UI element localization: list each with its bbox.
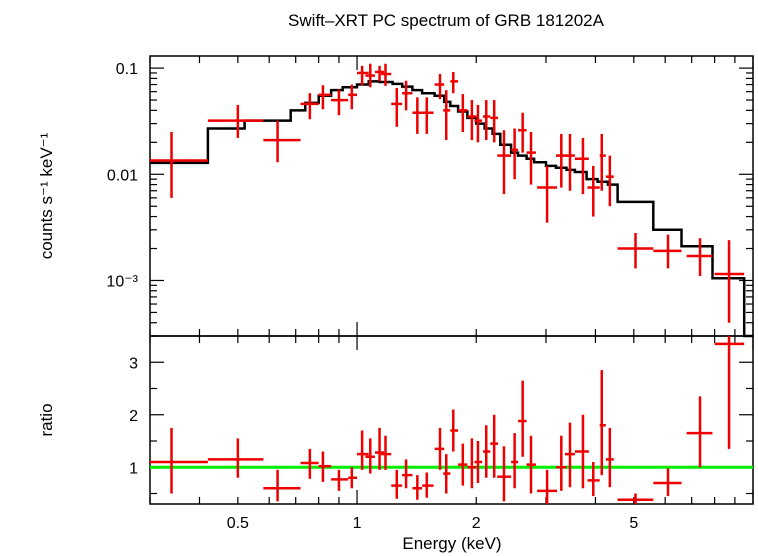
spectrum-y-tick-label: 0.1 <box>116 61 138 78</box>
spectrum-data-point <box>443 90 451 141</box>
ratio-data-point <box>374 427 385 470</box>
ratio-y-tick-label: 1 <box>129 460 138 477</box>
x-tick-label: 1 <box>353 515 362 532</box>
spectrum-data-point <box>374 65 385 82</box>
ratio-data-point <box>599 370 606 476</box>
spectrum-y-tick-label: 0.01 <box>107 167 138 184</box>
spectrum-data-point <box>686 238 713 277</box>
ratio-data-point <box>474 441 483 483</box>
chart-title: Swift–XRT PC spectrum of GRB 181202A <box>288 11 605 30</box>
ratio-data-point <box>263 469 301 502</box>
spectrum-data-point <box>482 100 491 141</box>
spectrum-y-axis-label: counts s⁻¹ keV⁻¹ <box>37 132 56 259</box>
ratio-data-point <box>458 443 468 486</box>
ratio-data-point <box>434 427 445 470</box>
ratio-data-point <box>714 336 745 449</box>
spectrum-data-point <box>391 87 403 127</box>
ratio-data-point <box>686 396 713 468</box>
spectrum-data-point <box>497 130 512 195</box>
spectrum-data-point <box>207 104 264 138</box>
spectrum-y-tick-label: 10⁻³ <box>106 273 138 290</box>
spectrum-data-point <box>150 132 208 198</box>
ratio-data-point <box>511 433 519 489</box>
ratio-data-point <box>348 467 358 489</box>
spectrum-data-point <box>365 63 375 88</box>
ratio-data-point <box>450 409 459 452</box>
x-tick-label: 5 <box>629 515 638 532</box>
ratio-data-point <box>207 438 264 478</box>
spectrum-data-point <box>450 71 459 94</box>
ratio-data-point <box>391 469 403 499</box>
ratio-data-point <box>605 427 614 488</box>
ratio-data-point <box>331 469 349 491</box>
spectrum-data-point <box>357 65 369 86</box>
ratio-data-point <box>518 380 527 457</box>
ratio-data-point <box>537 469 558 504</box>
spectrum-data-point <box>605 155 614 207</box>
spectrum-data-point <box>263 120 301 163</box>
spectrum-data-point <box>331 89 349 116</box>
ratio-data-point <box>587 462 600 497</box>
spectrum-data-point <box>412 97 423 134</box>
ratio-data-point <box>653 468 682 497</box>
ratio-data-point <box>422 472 434 498</box>
spectrum-data-point <box>348 84 358 110</box>
spectrum-panel: 0.1 0.01 10⁻³ counts s⁻¹ keV⁻¹ <box>37 55 754 338</box>
spectrum-data-point <box>587 165 600 217</box>
spectrum-data-point <box>422 97 434 134</box>
spectrum-data-point <box>490 100 499 143</box>
ratio-data-point <box>365 438 375 474</box>
spectrum-plot-frame <box>149 55 754 337</box>
spectrum-data-point <box>402 80 413 111</box>
spectrum-data-point <box>564 133 575 191</box>
ratio-y-axis-label: ratio <box>37 403 56 436</box>
ratio-data-point <box>300 448 319 479</box>
spectrum-data-point <box>617 232 654 269</box>
spectrum-data-point <box>381 63 392 86</box>
spectrum-data-point <box>511 128 519 180</box>
ratio-data-point <box>443 454 451 494</box>
ratio-data-point <box>490 414 499 478</box>
x-axis-label: Energy (keV) <box>402 534 501 553</box>
ratio-data-point <box>381 435 392 470</box>
ratio-panel: 1 2 3 ratio <box>37 335 754 505</box>
ratio-data-point <box>574 414 589 489</box>
ratio-data-point <box>402 459 413 489</box>
spectrum-data-point <box>714 240 745 323</box>
ratio-data-point <box>564 422 575 488</box>
ratio-data-point <box>526 435 536 494</box>
spectrum-data-point <box>518 112 527 153</box>
ratio-data-point <box>318 451 332 482</box>
ratio-data-point <box>357 430 369 470</box>
spectrum-data-point <box>434 73 445 100</box>
ratio-y-tick-label: 3 <box>129 355 138 372</box>
spectrum-data-point <box>537 165 558 223</box>
spectrum-data-point <box>555 133 567 188</box>
spectrum-data-point <box>467 100 477 141</box>
spectrum-data-point <box>300 93 319 120</box>
spectrum-data-point <box>318 85 332 110</box>
ratio-data-point <box>617 493 654 504</box>
x-tick-label: 2 <box>472 515 481 532</box>
ratio-data-point <box>412 475 423 500</box>
spectrum-data-point <box>458 94 468 133</box>
spectrum-data-point <box>653 234 682 269</box>
ratio-data-point <box>497 446 512 502</box>
ratio-data-point <box>482 425 491 478</box>
ratio-y-tick-label: 2 <box>129 408 138 425</box>
spectrum-data-point <box>599 133 606 191</box>
x-tick-label: 0.5 <box>227 515 249 532</box>
spectrum-data-point <box>526 132 536 185</box>
ratio-data-point <box>555 435 567 491</box>
ratio-plot-frame <box>149 335 754 505</box>
spectrum-data-point <box>474 104 483 143</box>
spectrum-data-point <box>574 137 589 195</box>
ratio-data-point <box>467 438 477 489</box>
ratio-data-point <box>150 427 208 494</box>
